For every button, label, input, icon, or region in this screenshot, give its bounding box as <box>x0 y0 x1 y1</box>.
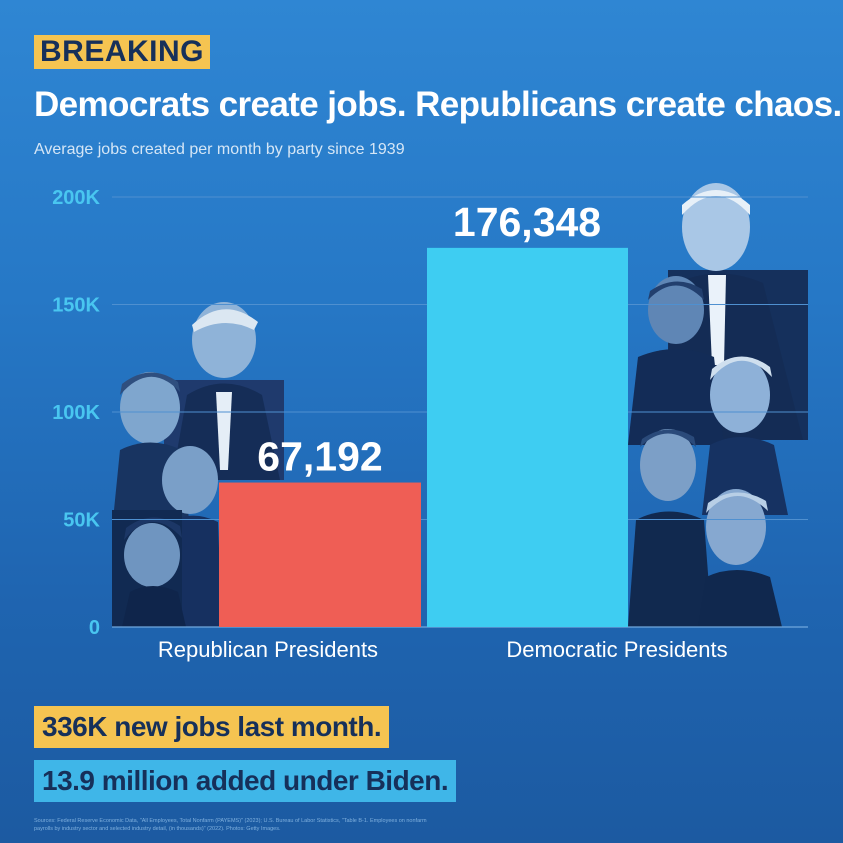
jobs-bar-chart: 0 50K 100K 150K 200K 67,192 176,348 Republican … <box>52 187 808 662</box>
obama-portrait <box>628 276 724 445</box>
x-category-label: Democratic Presidents <box>506 637 727 662</box>
chart-subtitle: Average jobs created per month by party … <box>34 141 405 158</box>
y-tick-label: 50K <box>63 510 100 532</box>
sources-footnote: Sources: Federal Reserve Economic Data, … <box>34 818 427 832</box>
bar-democratic <box>427 247 628 627</box>
breaking-badge: BREAKING <box>34 35 211 69</box>
y-tick-label: 0 <box>89 617 100 639</box>
republican-presidents-photo-collage <box>112 302 284 627</box>
headline: Democrats create jobs. Republicans creat… <box>34 85 842 124</box>
y-tick-label: 150K <box>52 295 100 317</box>
added-under-biden-callout: 13.9 million added under Biden. <box>34 760 457 802</box>
bar-republican <box>219 482 421 627</box>
y-tick-label: 100K <box>52 402 100 424</box>
jobs-last-month-callout: 336K new jobs last month. <box>34 706 390 748</box>
roosevelt-portrait <box>698 489 782 627</box>
clinton-portrait <box>702 356 788 515</box>
reagan-portrait <box>112 510 186 627</box>
x-category-label: Republican Presidents <box>158 637 378 662</box>
data-label: 67,192 <box>257 434 382 480</box>
data-label: 176,348 <box>453 199 601 245</box>
y-tick-label: 200K <box>52 187 100 209</box>
democratic-presidents-photo-collage <box>628 183 808 627</box>
johnson-portrait <box>628 429 712 627</box>
